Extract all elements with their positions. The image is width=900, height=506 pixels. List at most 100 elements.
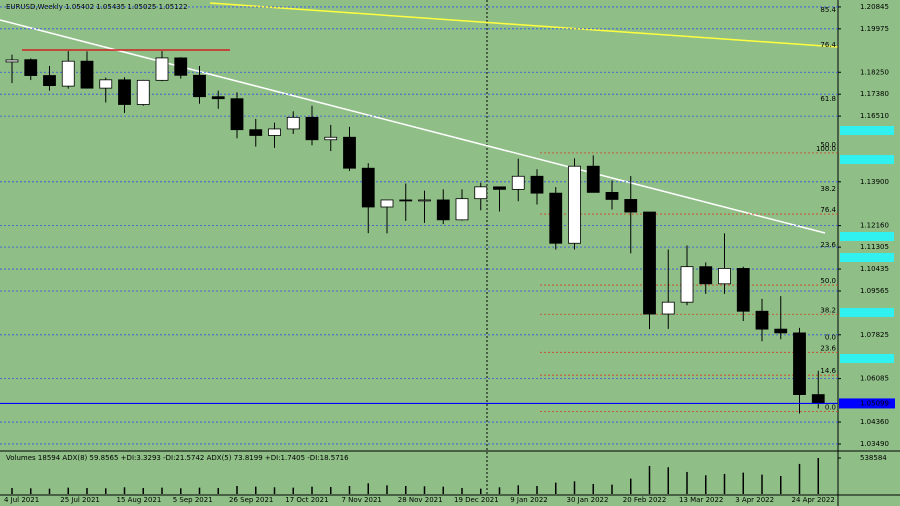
x-tick-label: 24 Apr 2022 xyxy=(792,496,835,504)
x-tick-label: 13 Mar 2022 xyxy=(679,496,723,504)
y-tick-label: 1.19975 xyxy=(860,25,889,33)
candle-body xyxy=(493,186,506,190)
volume-scale-label: 538584 xyxy=(860,454,887,462)
candle-body xyxy=(230,98,244,131)
y-tick-label: 1.16510 xyxy=(860,112,889,120)
fib-label: 23.6 xyxy=(820,241,836,249)
fib-label: 38.2 xyxy=(820,185,836,193)
y-tick-label: 1.07825 xyxy=(860,331,889,339)
trend-line xyxy=(0,19,826,234)
candle-body xyxy=(249,129,263,136)
fib-label: 0.0 xyxy=(825,334,836,342)
y-tick-label: 1.18250 xyxy=(860,68,889,76)
y-tick-label: 1.09565 xyxy=(860,287,889,295)
object-label xyxy=(840,253,894,262)
candle-body xyxy=(624,199,638,213)
candle-body xyxy=(155,57,169,81)
candle-body xyxy=(680,266,694,303)
object-label xyxy=(840,354,894,363)
candle-body xyxy=(43,75,56,87)
x-tick-label: 20 Feb 2022 xyxy=(623,496,667,504)
fib-label: 0.0 xyxy=(825,403,836,411)
trend-line xyxy=(209,2,839,48)
current-price-box xyxy=(839,398,895,409)
current-price-label: 1.05099 xyxy=(860,399,889,407)
x-tick-label: 3 Apr 2022 xyxy=(735,496,774,504)
fib-label: 14.6 xyxy=(820,367,836,375)
x-tick-label: 7 Nov 2021 xyxy=(342,496,382,504)
candle-body xyxy=(643,211,656,315)
candle-body xyxy=(549,192,563,244)
y-tick-label: 1.10435 xyxy=(860,265,889,273)
candle-body xyxy=(699,266,713,285)
candle-body xyxy=(511,175,525,190)
candle-body xyxy=(80,60,94,89)
candle-body xyxy=(5,59,19,63)
candle-body xyxy=(418,199,431,202)
candle-body xyxy=(343,136,356,169)
x-tick-label: 9 Jan 2022 xyxy=(510,496,548,504)
candle-body xyxy=(774,328,788,334)
candle-body xyxy=(305,116,319,141)
object-label xyxy=(840,232,894,241)
candle-body xyxy=(793,332,806,395)
candle-body xyxy=(811,394,825,404)
candle-body xyxy=(174,57,188,76)
candle-body xyxy=(118,79,131,105)
candle-body xyxy=(380,199,394,208)
object-label xyxy=(840,155,894,164)
y-tick-label: 1.12160 xyxy=(860,222,889,230)
fib-label: 85.4 xyxy=(820,6,836,14)
y-tick-label: 1.04360 xyxy=(860,418,889,426)
candle-body xyxy=(530,175,544,194)
candle-body xyxy=(399,199,413,202)
fib-label: 23.6 xyxy=(820,344,836,352)
candle-body xyxy=(455,198,469,221)
candle-body xyxy=(361,167,375,208)
fib-label: 50.0 xyxy=(820,141,836,149)
candle-body xyxy=(736,268,750,312)
x-tick-label: 17 Oct 2021 xyxy=(285,496,328,504)
candle-body xyxy=(286,116,300,130)
object-labels xyxy=(840,126,894,363)
x-tick-label: 4 Jul 2021 xyxy=(4,496,39,504)
candle-body xyxy=(24,59,38,76)
fib-label: 61.8 xyxy=(820,95,836,103)
x-tick-label: 30 Jan 2022 xyxy=(567,496,609,504)
x-tick-label: 26 Sep 2021 xyxy=(229,496,273,504)
candle-body xyxy=(211,96,225,100)
candle-body xyxy=(193,74,206,98)
x-tick-label: 28 Nov 2021 xyxy=(398,496,443,504)
indicator-label: Volumes 18594 ADX(8) 59.8565 +DI:3.3293 … xyxy=(6,454,349,462)
candle-body xyxy=(661,301,675,315)
candle-body xyxy=(605,191,619,200)
candle-body xyxy=(718,268,731,285)
x-tick-label: 15 Aug 2021 xyxy=(117,496,162,504)
y-tick-label: 1.13900 xyxy=(860,178,889,186)
object-label xyxy=(840,126,894,135)
x-tick-label: 5 Sep 2021 xyxy=(173,496,213,504)
x-tick-label: 19 Dec 2021 xyxy=(454,496,499,504)
fib-label: 76.4 xyxy=(820,206,836,214)
candle-body xyxy=(755,310,769,330)
fib-label: 100.0 xyxy=(816,145,836,153)
y-tick-label: 1.11305 xyxy=(860,243,889,251)
y-tick-label: 1.06085 xyxy=(860,375,889,383)
candle-body xyxy=(568,165,581,244)
candle-body xyxy=(99,79,113,89)
candle-body xyxy=(136,79,150,105)
y-tick-label: 1.20845 xyxy=(860,3,889,11)
candle-body xyxy=(474,186,488,200)
y-tick-label: 1.17380 xyxy=(860,90,889,98)
candle-body xyxy=(586,165,600,193)
y-tick-label: 1.03490 xyxy=(860,440,889,448)
x-tick-label: 25 Jul 2021 xyxy=(60,496,100,504)
candle-body xyxy=(324,136,338,141)
candle-body xyxy=(268,128,281,136)
fib-label: 50.0 xyxy=(820,277,836,285)
candle-body xyxy=(61,60,75,87)
candle-body xyxy=(436,199,450,221)
fib-label: 38.2 xyxy=(820,306,836,314)
